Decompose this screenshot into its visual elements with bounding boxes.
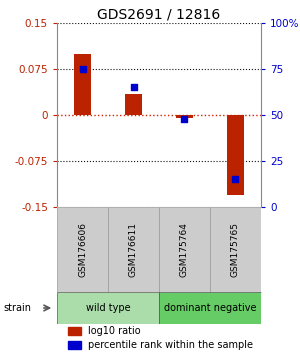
Text: percentile rank within the sample: percentile rank within the sample <box>88 340 253 350</box>
Bar <box>74 54 92 115</box>
Point <box>131 85 136 90</box>
Bar <box>57 207 108 292</box>
Bar <box>57 292 159 324</box>
Text: GSM175765: GSM175765 <box>231 222 240 277</box>
Text: strain: strain <box>3 303 31 313</box>
Point <box>182 116 187 121</box>
Title: GDS2691 / 12816: GDS2691 / 12816 <box>98 8 220 22</box>
Text: GSM176611: GSM176611 <box>129 222 138 277</box>
Bar <box>159 292 261 324</box>
Text: wild type: wild type <box>86 303 130 313</box>
Bar <box>176 115 194 118</box>
Bar <box>210 207 261 292</box>
Text: GSM175764: GSM175764 <box>180 222 189 277</box>
Text: GSM176606: GSM176606 <box>78 222 87 277</box>
Text: dominant negative: dominant negative <box>164 303 256 313</box>
Bar <box>68 327 81 335</box>
Bar <box>226 115 244 195</box>
Bar <box>108 207 159 292</box>
Point <box>233 177 238 182</box>
Text: log10 ratio: log10 ratio <box>88 326 141 336</box>
Bar <box>68 341 81 349</box>
Bar <box>159 207 210 292</box>
Bar <box>124 93 142 115</box>
Point <box>80 66 85 72</box>
